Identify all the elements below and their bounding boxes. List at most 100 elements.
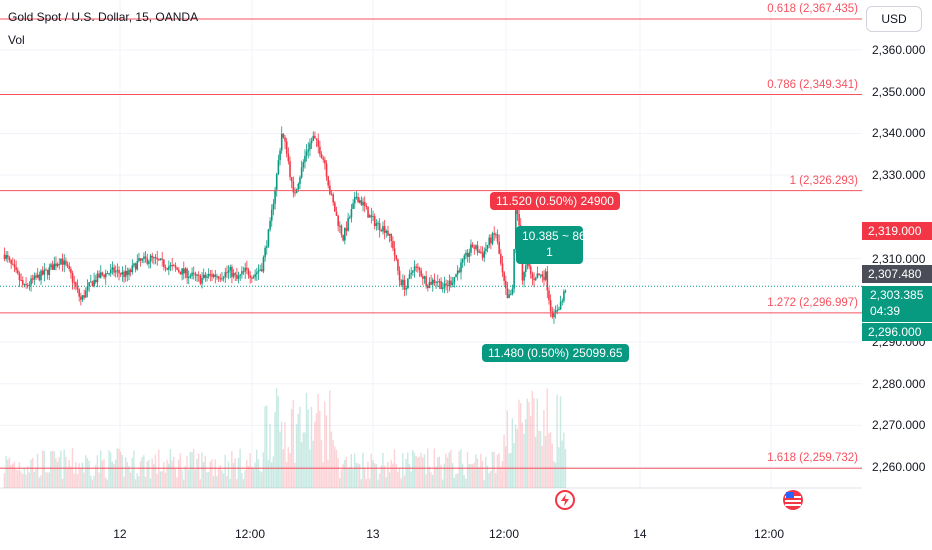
candle-body — [136, 260, 139, 270]
volume-bar — [131, 458, 133, 488]
candle-body — [40, 270, 42, 281]
volume-bar — [232, 462, 235, 488]
volume-bar — [111, 461, 113, 488]
volume-bar — [465, 478, 467, 488]
volume-bar — [476, 458, 479, 488]
volume-bar — [78, 463, 80, 488]
candle-body — [390, 233, 393, 241]
volume-bar — [405, 458, 407, 488]
candle-body — [539, 274, 542, 276]
candle-body — [480, 251, 482, 254]
candle-body — [544, 271, 547, 280]
candle-body — [106, 273, 109, 275]
volume-bar — [521, 422, 524, 488]
target-bottom-label[interactable]: 11.480 (0.50%) 25099.65 — [482, 344, 629, 362]
candle-body — [375, 223, 378, 226]
volume-bar — [334, 446, 336, 488]
candle-body — [397, 259, 399, 271]
candle-body — [197, 274, 200, 276]
candle-body — [241, 271, 243, 275]
candle-body — [505, 280, 507, 289]
volume-bar — [186, 455, 188, 488]
volume-bar — [136, 473, 138, 488]
candle-body — [324, 159, 326, 164]
volume-bar — [345, 456, 348, 488]
volume-bar — [249, 453, 251, 488]
candle-body — [441, 287, 444, 290]
volume-bar — [234, 458, 236, 488]
price-tag-target: 2,296.000 — [862, 323, 932, 341]
candle-body — [514, 210, 517, 250]
candle-body — [123, 271, 125, 277]
candle-body — [239, 274, 242, 276]
volume-bar — [55, 458, 57, 488]
y-tick-label: 2,260.000 — [872, 460, 926, 475]
candle-body — [216, 276, 218, 278]
candle-body — [236, 274, 238, 279]
volume-bar — [385, 477, 387, 488]
candle-body — [48, 267, 51, 276]
candle-body — [191, 272, 193, 276]
volume-bar — [353, 453, 356, 488]
volume-bar — [440, 464, 442, 488]
volume-bar — [441, 479, 444, 488]
candle-body — [413, 266, 416, 271]
candle-body — [510, 294, 512, 296]
candle-body — [257, 270, 260, 273]
volume-bar — [493, 451, 495, 488]
volume-bar — [475, 454, 477, 488]
volume-bar — [106, 479, 109, 488]
mid-label[interactable]: 10.385 ~ 86 1 — [516, 226, 586, 264]
candle-body — [524, 265, 527, 273]
volume-bar — [533, 398, 535, 488]
candle-body — [227, 270, 230, 273]
candle-body — [289, 161, 291, 178]
volume-bar — [68, 460, 70, 488]
volume-bar — [163, 462, 165, 488]
candle-body — [58, 263, 61, 265]
volume-bar — [247, 466, 250, 488]
candle-body — [455, 274, 457, 278]
volume-label[interactable]: Vol — [8, 33, 25, 47]
candle-body — [466, 252, 469, 257]
volume-bar — [461, 463, 464, 488]
candle-body — [189, 275, 192, 277]
volume-bar — [498, 453, 500, 488]
candle-body — [113, 267, 115, 273]
candle-body — [270, 209, 273, 221]
volume-bar — [448, 452, 450, 488]
volume-bar — [236, 479, 238, 488]
candle-body — [417, 266, 419, 268]
candle-body — [553, 313, 555, 318]
volume-bar — [392, 463, 394, 488]
target-top-label[interactable]: 11.520 (0.50%) 24900 — [490, 192, 620, 210]
x-tick-label: 12:00 — [235, 527, 266, 541]
volume-bar — [347, 467, 349, 488]
volume-bar — [46, 472, 49, 488]
candle-body — [383, 226, 386, 233]
candle-body — [285, 141, 288, 154]
candle-body — [491, 233, 494, 244]
volume-bar — [505, 446, 507, 488]
volume-bar — [277, 396, 279, 488]
currency-button[interactable]: USD — [866, 6, 922, 32]
volume-bar — [23, 468, 26, 488]
candle-body — [325, 163, 328, 177]
candle-body — [129, 269, 132, 273]
candle-body — [317, 139, 320, 147]
y-tick-label: 2,330.000 — [872, 168, 926, 183]
volume-bar — [455, 474, 457, 488]
volume-bar — [372, 460, 374, 488]
volume-bar — [312, 440, 314, 488]
candle-body — [435, 281, 437, 283]
volume-bar — [348, 467, 351, 488]
candle-body — [451, 282, 454, 285]
candle-body — [164, 266, 167, 269]
candle-body — [358, 200, 361, 203]
volume-bar — [75, 462, 77, 488]
volume-bar — [61, 478, 64, 488]
volume-bar — [143, 455, 145, 488]
candle-body — [500, 253, 502, 264]
volume-bar — [408, 463, 411, 488]
